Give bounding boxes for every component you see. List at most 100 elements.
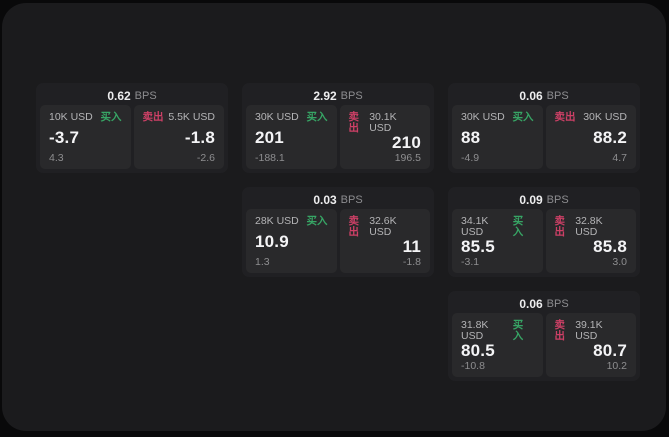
buy-size: 31.8K USD	[461, 319, 489, 342]
buy-cell[interactable]: 10K USD 买入 -3.7 4.3	[40, 105, 131, 169]
spread-bps-value: 0.06	[519, 89, 543, 103]
spread-bps-unit: BPS	[546, 194, 569, 206]
quote-card: 0.62 BPS 10K USD 买入 -3.7 4.3 卖出	[36, 83, 228, 173]
sell-label: 卖出	[554, 111, 576, 123]
buy-cell-top: 34.1K USD 买入	[461, 216, 534, 237]
trading-panel: 0.62 BPS 10K USD 买入 -3.7 4.3 卖出	[2, 3, 666, 431]
buy-sub-value: 1.3	[255, 255, 270, 268]
spread-header: 0.09 BPS	[452, 191, 636, 209]
buy-cell[interactable]: 30K USD 买入 88 -4.9	[452, 105, 543, 169]
spread-header: 0.03 BPS	[246, 191, 430, 209]
buy-sub-value: 4.3	[49, 151, 64, 164]
quote-column-2: 2.92 BPS 30K USD 买入 201 -188.1 卖出	[242, 83, 434, 277]
buy-price: 201	[255, 128, 284, 147]
sell-label: 卖出	[348, 111, 360, 134]
quote-column-1: 0.62 BPS 10K USD 买入 -3.7 4.3 卖出	[36, 83, 228, 173]
buy-cell-top: 28K USD 买入	[255, 216, 328, 227]
quote-card: 2.92 BPS 30K USD 买入 201 -188.1 卖出	[242, 83, 434, 173]
sell-sub-value: 3.0	[612, 255, 627, 268]
sell-size: 32.6K USD	[369, 215, 397, 238]
buy-cell[interactable]: 34.1K USD 买入 85.5 -3.1	[452, 209, 543, 273]
spread-header: 2.92 BPS	[246, 87, 430, 105]
buy-cell-top: 30K USD 买入	[255, 112, 328, 123]
quote-board: 0.62 BPS 10K USD 买入 -3.7 4.3 卖出	[36, 83, 640, 381]
buy-cell[interactable]: 30K USD 买入 201 -188.1	[246, 105, 337, 169]
spread-bps-unit: BPS	[340, 90, 363, 102]
quote-body: 34.1K USD 买入 85.5 -3.1 卖出 32.8K USD 85.8…	[452, 209, 636, 273]
quote-card: 0.03 BPS 28K USD 买入 10.9 1.3 卖出	[242, 187, 434, 277]
sell-size: 39.1K USD	[575, 319, 603, 342]
sell-cell[interactable]: 卖出 32.8K USD 85.8 3.0	[545, 209, 636, 273]
sell-cell[interactable]: 卖出 30.1K USD 210 196.5	[339, 105, 430, 169]
buy-price: 10.9	[255, 232, 289, 251]
buy-price: -3.7	[49, 128, 80, 147]
sell-size: 5.5K USD	[168, 111, 215, 123]
quote-body: 30K USD 买入 201 -188.1 卖出 30.1K USD 210 1…	[246, 105, 430, 169]
sell-cell[interactable]: 卖出 30K USD 88.2 4.7	[545, 105, 636, 169]
sell-cell[interactable]: 卖出 32.6K USD 11 -1.8	[339, 209, 430, 273]
buy-label: 买入	[512, 215, 524, 238]
sell-cell-top: 卖出 39.1K USD	[555, 320, 628, 341]
buy-size: 10K USD	[49, 111, 93, 123]
sell-size: 32.8K USD	[575, 215, 603, 238]
buy-cell-top: 10K USD 买入	[49, 112, 122, 123]
quote-body: 10K USD 买入 -3.7 4.3 卖出 5.5K USD -1.8 -2.…	[40, 105, 224, 169]
quote-card: 0.06 BPS 30K USD 买入 88 -4.9 卖出	[448, 83, 640, 173]
quote-card: 0.09 BPS 34.1K USD 买入 85.5 -3.1 卖出	[448, 187, 640, 277]
buy-size: 30K USD	[255, 111, 299, 123]
buy-label: 买入	[306, 215, 328, 227]
buy-label: 买入	[306, 111, 328, 123]
quote-body: 30K USD 买入 88 -4.9 卖出 30K USD 88.2 4.7	[452, 105, 636, 169]
buy-sub-value: -3.1	[461, 255, 480, 268]
sell-label: 卖出	[142, 111, 164, 123]
sell-cell-top: 卖出 30.1K USD	[349, 112, 422, 133]
buy-price: 88	[461, 128, 481, 147]
spread-bps-value: 0.62	[107, 89, 131, 103]
sell-size: 30K USD	[583, 111, 627, 123]
buy-sub-value: -188.1	[255, 151, 285, 164]
sell-cell[interactable]: 卖出 39.1K USD 80.7 10.2	[545, 313, 636, 377]
sell-sub-value: 10.2	[606, 359, 627, 372]
buy-size: 28K USD	[255, 215, 299, 227]
sell-cell-top: 卖出 32.6K USD	[349, 216, 422, 237]
sell-price: 210	[392, 133, 421, 153]
buy-size: 30K USD	[461, 111, 505, 123]
buy-cell-top: 31.8K USD 买入	[461, 320, 534, 341]
spread-header: 0.06 BPS	[452, 87, 636, 105]
sell-label: 卖出	[554, 215, 566, 238]
buy-label: 买入	[100, 111, 122, 123]
spread-bps-value: 0.06	[519, 297, 543, 311]
sell-price: 85.8	[593, 237, 627, 257]
quote-body: 31.8K USD 买入 80.5 -10.8 卖出 39.1K USD 80.…	[452, 313, 636, 377]
buy-cell[interactable]: 28K USD 买入 10.9 1.3	[246, 209, 337, 273]
sell-sub-value: -1.8	[402, 255, 421, 268]
sell-sub-value: 4.7	[612, 151, 627, 164]
sell-price: -1.8	[184, 128, 215, 147]
spread-bps-unit: BPS	[340, 194, 363, 206]
buy-label: 买入	[512, 319, 524, 342]
sell-cell[interactable]: 卖出 5.5K USD -1.8 -2.6	[133, 105, 224, 169]
buy-cell[interactable]: 31.8K USD 买入 80.5 -10.8	[452, 313, 543, 377]
spread-bps-value: 2.92	[313, 89, 337, 103]
buy-sub-value: -4.9	[461, 151, 480, 164]
sell-label: 卖出	[348, 215, 360, 238]
buy-price: 80.5	[461, 341, 495, 361]
spread-bps-value: 0.03	[313, 193, 337, 207]
spread-bps-unit: BPS	[134, 90, 157, 102]
sell-sub-value: 196.5	[394, 151, 421, 164]
sell-size: 30.1K USD	[369, 111, 397, 134]
spread-bps-value: 0.09	[519, 193, 543, 207]
spread-bps-unit: BPS	[546, 90, 569, 102]
sell-cell-top: 卖出 5.5K USD	[143, 112, 216, 123]
buy-label: 买入	[512, 111, 534, 123]
buy-price: 85.5	[461, 237, 495, 257]
sell-price: 88.2	[593, 128, 627, 147]
sell-label: 卖出	[554, 319, 566, 342]
spread-header: 0.06 BPS	[452, 295, 636, 313]
sell-sub-value: -2.6	[196, 151, 215, 164]
buy-size: 34.1K USD	[461, 215, 489, 238]
buy-sub-value: -10.8	[461, 359, 485, 372]
buy-cell-top: 30K USD 买入	[461, 112, 534, 123]
spread-header: 0.62 BPS	[40, 87, 224, 105]
quote-body: 28K USD 买入 10.9 1.3 卖出 32.6K USD 11 -1.8	[246, 209, 430, 273]
